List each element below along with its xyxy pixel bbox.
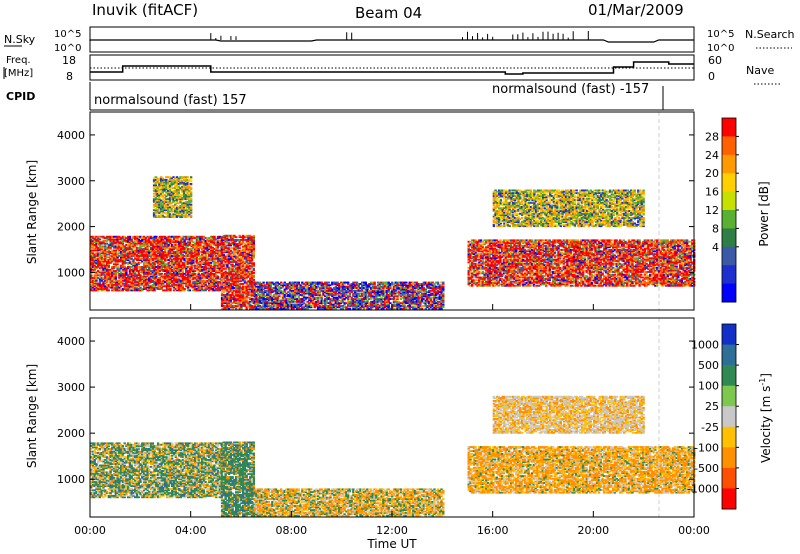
cpid-left: normalsound (fast) 157 [94, 93, 247, 108]
range-cell [253, 275, 255, 277]
range-cell [217, 276, 219, 278]
nsky-label: N.Sky [4, 33, 36, 46]
range-cell [262, 282, 264, 284]
cpid-right: normalsound (fast) -157 [492, 82, 649, 97]
range-cell [437, 282, 439, 284]
range-cell [182, 270, 184, 272]
noise-strip: N.Sky 10^5 10^0 10^5 10^0 N.Search [4, 27, 795, 54]
range-cell [347, 282, 349, 284]
nsky-spikes [211, 31, 589, 40]
range-cell [278, 295, 280, 297]
freq-lo: 8 [66, 70, 73, 83]
range-cell [253, 235, 255, 237]
date-title: 01/Mar/2009 [588, 1, 684, 19]
range-cell [183, 288, 185, 290]
range-cell [129, 236, 131, 238]
power-cells [90, 176, 695, 309]
range-cell [349, 308, 351, 310]
range-cell [373, 282, 375, 284]
range-cell [253, 272, 255, 274]
range-cell [442, 282, 444, 284]
range-cell [328, 282, 330, 284]
nsearch-hi: 10^5 [707, 29, 734, 40]
range-cell [298, 282, 300, 284]
beam-title: Beam 04 [355, 4, 422, 22]
range-cell [169, 288, 171, 290]
range-cell [442, 286, 444, 288]
range-cell [213, 236, 215, 238]
freq-label-2: [MHz] [4, 68, 33, 79]
freq-label-1: Freq. [6, 55, 31, 66]
nave-hi: 60 [708, 54, 722, 67]
cpid-label: CPID [6, 90, 35, 103]
range-cell [182, 285, 184, 287]
nave-label: Nave [746, 64, 774, 77]
nave-lo: 0 [708, 70, 715, 83]
range-cell [235, 236, 237, 238]
range-cell [365, 282, 367, 284]
nsearch-lo: 10^0 [707, 43, 734, 54]
range-cell [99, 239, 101, 241]
range-cell [108, 289, 110, 291]
nsky-trace [90, 40, 694, 42]
nsky-hi: 10^5 [54, 29, 81, 40]
range-cell [253, 262, 255, 264]
nsearch-label: N.Search [745, 28, 795, 41]
range-cell [239, 247, 241, 249]
cpid-strip: CPID normalsound (fast) 157 normalsound … [6, 82, 694, 110]
station-title: Inuvik (fitACF) [92, 1, 198, 19]
range-cell [189, 289, 191, 291]
freq-hi: 18 [62, 54, 76, 67]
nsky-lo: 10^0 [54, 43, 81, 54]
range-cell [253, 268, 255, 270]
range-cell [442, 293, 444, 295]
range-cell [253, 279, 255, 281]
range-cell [421, 308, 423, 310]
freq-strip: Freq. [MHz] 18 8 60 0 Nave [4, 54, 780, 84]
